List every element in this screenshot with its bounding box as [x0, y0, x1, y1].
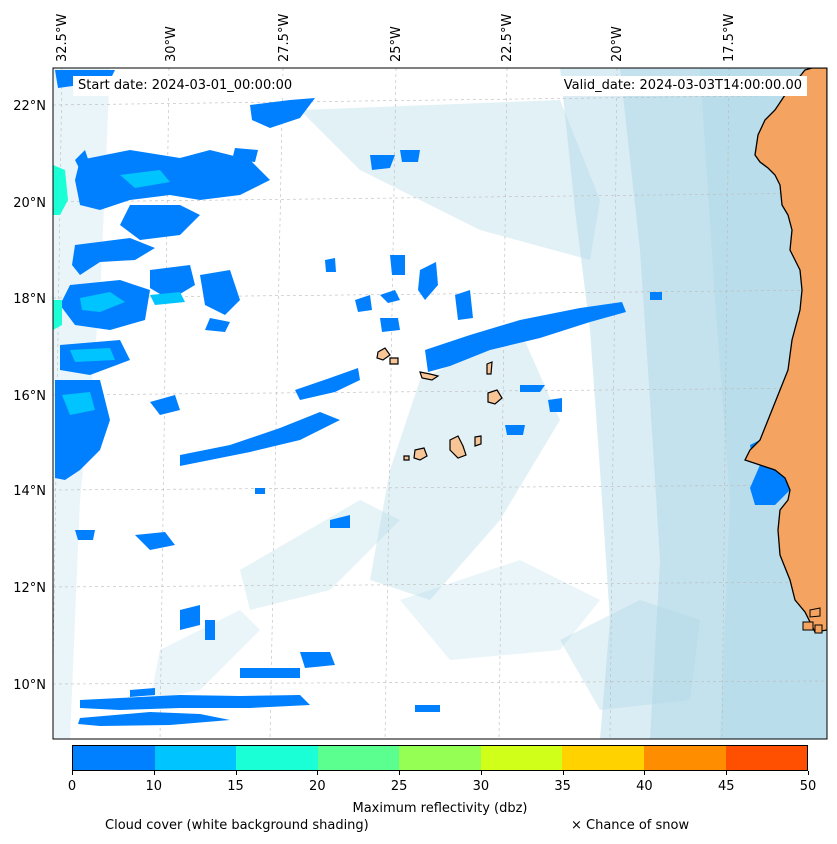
colorbar-tick — [399, 771, 401, 775]
lat-label: 10°N — [13, 678, 46, 693]
lon-label: 27.5°W — [277, 14, 292, 62]
colorbar-tick-label: 30 — [472, 779, 490, 794]
colorbar-segment — [236, 746, 318, 770]
lon-label: 32.5°W — [55, 14, 70, 62]
colorbar-tick-label: 40 — [636, 779, 653, 794]
lon-label: 22.5°W — [500, 14, 515, 62]
colorbar-tick-label: 35 — [554, 779, 571, 794]
colorbar-segment — [317, 746, 400, 770]
snow-chance-note: × Chance of snow — [571, 818, 690, 833]
colorbar-label: Maximum reflectivity (dbz) — [352, 801, 528, 816]
lat-label: 12°N — [13, 581, 46, 596]
lat-label: 22°N — [13, 99, 46, 114]
colorbar-tick-label: 25 — [390, 779, 408, 794]
lat-label: 20°N — [13, 196, 46, 211]
colorbar-tick — [726, 771, 728, 775]
colorbar-tick-label: 20 — [309, 779, 326, 794]
colorbar-tick-label: 50 — [799, 779, 817, 794]
colorbar-segment — [480, 746, 563, 770]
colorbar-tick — [317, 771, 319, 775]
cloud-cover-shading — [53, 68, 827, 739]
colorbar-tick — [644, 771, 646, 775]
colorbar-tick — [72, 771, 73, 775]
latitude-labels: 22°N 20°N 18°N 16°N 14°N 12°N 10°N — [13, 99, 46, 693]
colorbar-tick-label: 15 — [227, 779, 244, 794]
valid-date-label: Valid_date: 2024-03-03T14:00:00.00 — [558, 76, 807, 96]
lon-label: 25°W — [389, 26, 404, 62]
start-date-label: Start date: 2024-03-01_00:00:00 — [73, 76, 298, 96]
lon-label: 17.5°W — [722, 14, 737, 62]
graticule — [53, 68, 827, 739]
colorbar-segment — [154, 746, 237, 770]
lat-label: 16°N — [13, 389, 46, 404]
map-frame — [52, 67, 828, 740]
colorbar-tick — [562, 771, 564, 775]
longitude-labels: 32.5°W 30°W 27.5°W 25°W 22.5°W 20°W 17.5… — [55, 14, 737, 62]
lat-label: 18°N — [13, 292, 46, 307]
colorbar-tick-label: 10 — [145, 779, 163, 794]
colorbar-segment — [643, 746, 726, 770]
colorbar-tick — [480, 771, 482, 775]
colorbar-tick — [808, 771, 809, 775]
lon-label: 30°W — [164, 26, 179, 62]
lon-label: 20°W — [610, 26, 625, 62]
africa-coastline — [744, 68, 827, 633]
reflectivity-colorbar — [72, 745, 808, 771]
colorbar-segment — [725, 746, 808, 770]
lat-label: 14°N — [13, 484, 46, 499]
reflectivity-15-20 — [53, 165, 68, 330]
coastal-islands — [802, 607, 823, 634]
colorbar-segment — [562, 746, 644, 770]
reflectivity-10-15 — [62, 170, 185, 415]
cloud-cover-note: Cloud cover (white background shading) — [105, 818, 369, 833]
colorbar-ticks: 0 10 15 20 25 30 35 40 45 50 — [68, 771, 816, 801]
colorbar-tick-label: 0 — [67, 779, 77, 794]
colorbar-segment — [73, 746, 155, 770]
cape-verde-islands — [376, 347, 503, 461]
colorbar-segment — [399, 746, 481, 770]
colorbar-tick — [235, 771, 237, 775]
map-area — [53, 68, 827, 739]
colorbar-tick-label: 45 — [717, 779, 735, 794]
colorbar-tick — [153, 771, 155, 775]
